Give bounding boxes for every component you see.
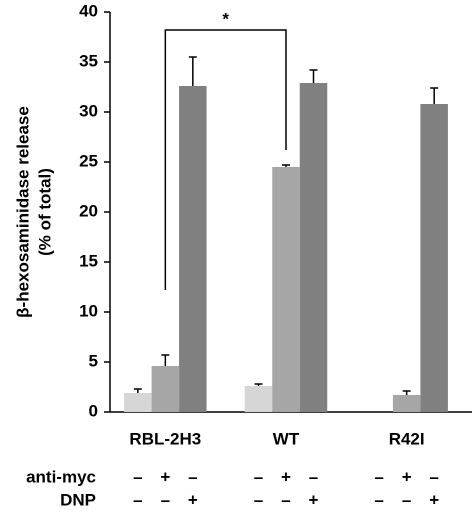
bar: [244, 386, 273, 412]
y-axis-label: β-hexosaminidase release: [13, 106, 32, 318]
y-tick-label: 10: [79, 301, 98, 320]
x-tick-label: RBL-2H3: [129, 429, 201, 448]
treatment-sign: –: [188, 467, 197, 486]
treatment-sign: +: [188, 490, 198, 509]
y-tick-label: 15: [79, 251, 98, 270]
y-tick-label: 35: [79, 51, 98, 70]
bar: [124, 393, 152, 412]
treatment-sign: –: [429, 467, 438, 486]
error-bar: [254, 383, 263, 386]
y-tick-label: 40: [79, 1, 98, 20]
treatment-sign: –: [133, 467, 142, 486]
treatment-sign: –: [374, 490, 383, 509]
treatment-sign: –: [402, 490, 411, 509]
treatment-sign: +: [281, 467, 291, 486]
treatment-sign: +: [429, 490, 439, 509]
treatment-label: DNP: [60, 490, 96, 509]
treatment-sign: +: [160, 467, 170, 486]
error-bar: [188, 56, 197, 86]
bar: [299, 83, 328, 412]
y-tick-label: 30: [79, 101, 98, 120]
bar: [179, 86, 207, 412]
error-bar: [309, 69, 318, 83]
treatment-sign: +: [402, 467, 412, 486]
error-bar: [282, 164, 290, 167]
error-bar: [161, 354, 170, 366]
treatment-sign: +: [309, 490, 319, 509]
x-tick-label: R42I: [389, 429, 425, 448]
significance-bracket: [164, 29, 287, 290]
y-axis-label: (% of total): [35, 168, 54, 256]
treatment-sign: –: [254, 467, 263, 486]
x-tick-label: WT: [273, 429, 300, 448]
significance-label: *: [222, 9, 229, 28]
treatment-sign: –: [374, 467, 383, 486]
bar: [420, 104, 448, 412]
treatment-label: anti-myc: [26, 467, 96, 486]
y-tick-label: 25: [79, 151, 98, 170]
bar: [392, 395, 421, 412]
treatment-sign: –: [309, 467, 318, 486]
error-bar: [430, 87, 439, 104]
treatment-sign: –: [161, 490, 170, 509]
treatment-sign: –: [133, 490, 142, 509]
y-tick-label: 0: [89, 401, 98, 420]
error-bar: [133, 388, 142, 393]
bar: [151, 366, 180, 412]
bar: [272, 167, 300, 412]
error-bar: [402, 390, 411, 395]
treatment-sign: –: [281, 490, 290, 509]
y-tick-label: 20: [79, 201, 98, 220]
y-tick-label: 5: [89, 351, 98, 370]
treatment-sign: –: [254, 490, 263, 509]
